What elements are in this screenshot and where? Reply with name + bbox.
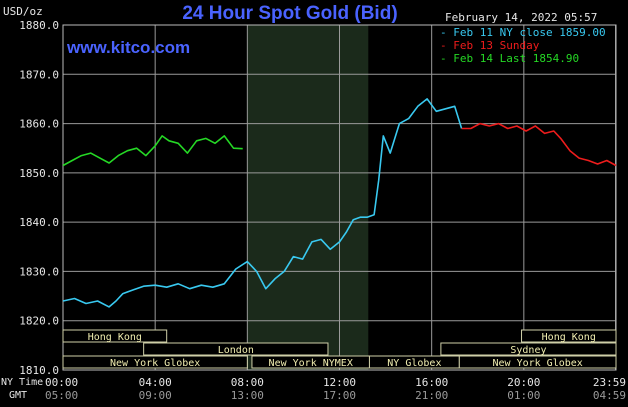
x-tick-label-gmt: 01:00: [507, 389, 540, 402]
legend-label-last: Feb 14 Last 1854.90: [453, 52, 580, 65]
x-tick-label-gmt: 05:00: [45, 389, 78, 402]
ny-time-label: NY Time: [1, 377, 44, 388]
session-box: [62, 355, 248, 369]
x-tick-label-ny: 12:00: [323, 376, 356, 389]
y-tick-label: 1820.0: [19, 315, 59, 328]
legend-label-ny-close: Feb 11 NY close 1859.00: [453, 26, 606, 39]
session-label: Hong Kong: [542, 332, 596, 343]
x-tick-label-ny: 04:00: [139, 376, 172, 389]
y-tick-label: 1860.0: [19, 118, 59, 131]
session-box: [458, 355, 617, 369]
legend-label-sunday: Feb 13 Sunday: [453, 39, 540, 52]
x-tick-label-ny: 20:00: [507, 376, 540, 389]
website-link[interactable]: www.kitco.com: [67, 38, 191, 57]
legend: - Feb 11 NY close 1859.00 - Feb 13 Sunda…: [440, 26, 606, 65]
legend-item-sunday: - Feb 13 Sunday: [440, 39, 540, 52]
session-label: New York Globex: [110, 358, 200, 369]
session-label: Hong Kong: [88, 332, 142, 343]
plot-area: 1880.0 1870.0 1860.0 1850.0 1840.0 1830.0 1820…: [19, 19, 626, 402]
legend-item-last: - Feb 14 Last 1854.90: [440, 52, 580, 65]
series-line: [62, 98, 463, 308]
session-label: New York NYMEX: [269, 358, 353, 369]
session-box: [143, 342, 329, 356]
y-tick-label: 1870.0: [19, 68, 59, 81]
y-tick-label: 1810.0: [19, 364, 59, 377]
gmt-label: GMT: [9, 390, 28, 401]
shaded-session-band: [247, 25, 369, 370]
timestamp: February 14, 2022 05:57: [445, 11, 598, 24]
session-box: [440, 342, 617, 356]
x-tick-label-gmt: 17:00: [323, 389, 356, 402]
x-tick-label-ny: 00:00: [45, 376, 78, 389]
x-tick-label-gmt: 13:00: [231, 389, 264, 402]
legend-item-ny-close: - Feb 11 NY close 1859.00: [440, 26, 606, 39]
x-tick-label-ny: 08:00: [231, 376, 264, 389]
x-tick-label-gmt: 04:59: [593, 389, 626, 402]
session-label: Sydney: [510, 345, 546, 356]
session-label: NY Globex: [387, 358, 441, 369]
y-tick-label: 1850.0: [19, 167, 59, 180]
x-tick-label-gmt: 21:00: [415, 389, 448, 402]
session-box: [521, 329, 617, 343]
session-label: London: [218, 345, 254, 356]
x-tick-label-ny: 16:00: [415, 376, 448, 389]
series-line: [461, 122, 617, 167]
x-tick-label-gmt: 09:00: [139, 389, 172, 402]
y-tick-label: 1840.0: [19, 216, 59, 229]
x-tick-label-ny: 23:59: [593, 376, 626, 389]
session-label: New York Globex: [493, 358, 583, 369]
chart-title: 24 Hour Spot Gold (Bid): [182, 3, 398, 24]
session-box: [62, 329, 168, 343]
y-axis-unit-label: USD/oz: [3, 5, 43, 18]
y-tick-label: 1830.0: [19, 265, 59, 278]
plot-border: [62, 24, 617, 371]
y-tick-label: 1880.0: [19, 19, 59, 32]
series-line: [62, 135, 243, 167]
